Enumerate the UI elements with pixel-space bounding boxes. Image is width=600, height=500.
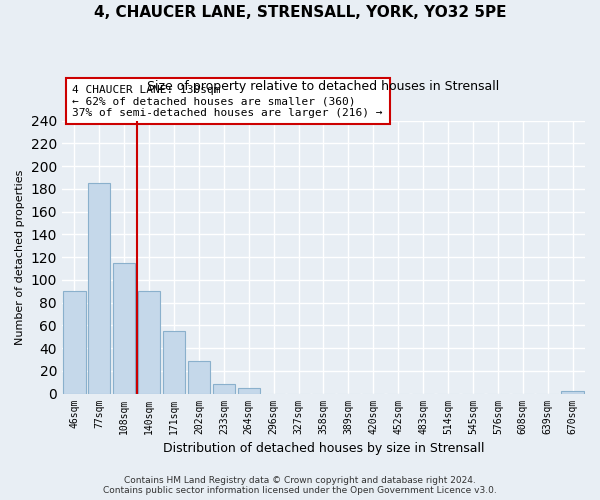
Bar — [212, 384, 235, 394]
Bar — [113, 262, 136, 394]
Bar — [138, 291, 160, 394]
Bar — [63, 291, 86, 394]
Title: Size of property relative to detached houses in Strensall: Size of property relative to detached ho… — [148, 80, 500, 93]
Bar — [562, 392, 584, 394]
Bar — [163, 331, 185, 394]
X-axis label: Distribution of detached houses by size in Strensall: Distribution of detached houses by size … — [163, 442, 484, 455]
Y-axis label: Number of detached properties: Number of detached properties — [15, 170, 25, 344]
Text: 4 CHAUCER LANE: 130sqm
← 62% of detached houses are smaller (360)
37% of semi-de: 4 CHAUCER LANE: 130sqm ← 62% of detached… — [73, 84, 383, 118]
Bar — [88, 183, 110, 394]
Text: Contains HM Land Registry data © Crown copyright and database right 2024.
Contai: Contains HM Land Registry data © Crown c… — [103, 476, 497, 495]
Bar — [188, 360, 210, 394]
Text: 4, CHAUCER LANE, STRENSALL, YORK, YO32 5PE: 4, CHAUCER LANE, STRENSALL, YORK, YO32 5… — [94, 5, 506, 20]
Bar — [238, 388, 260, 394]
